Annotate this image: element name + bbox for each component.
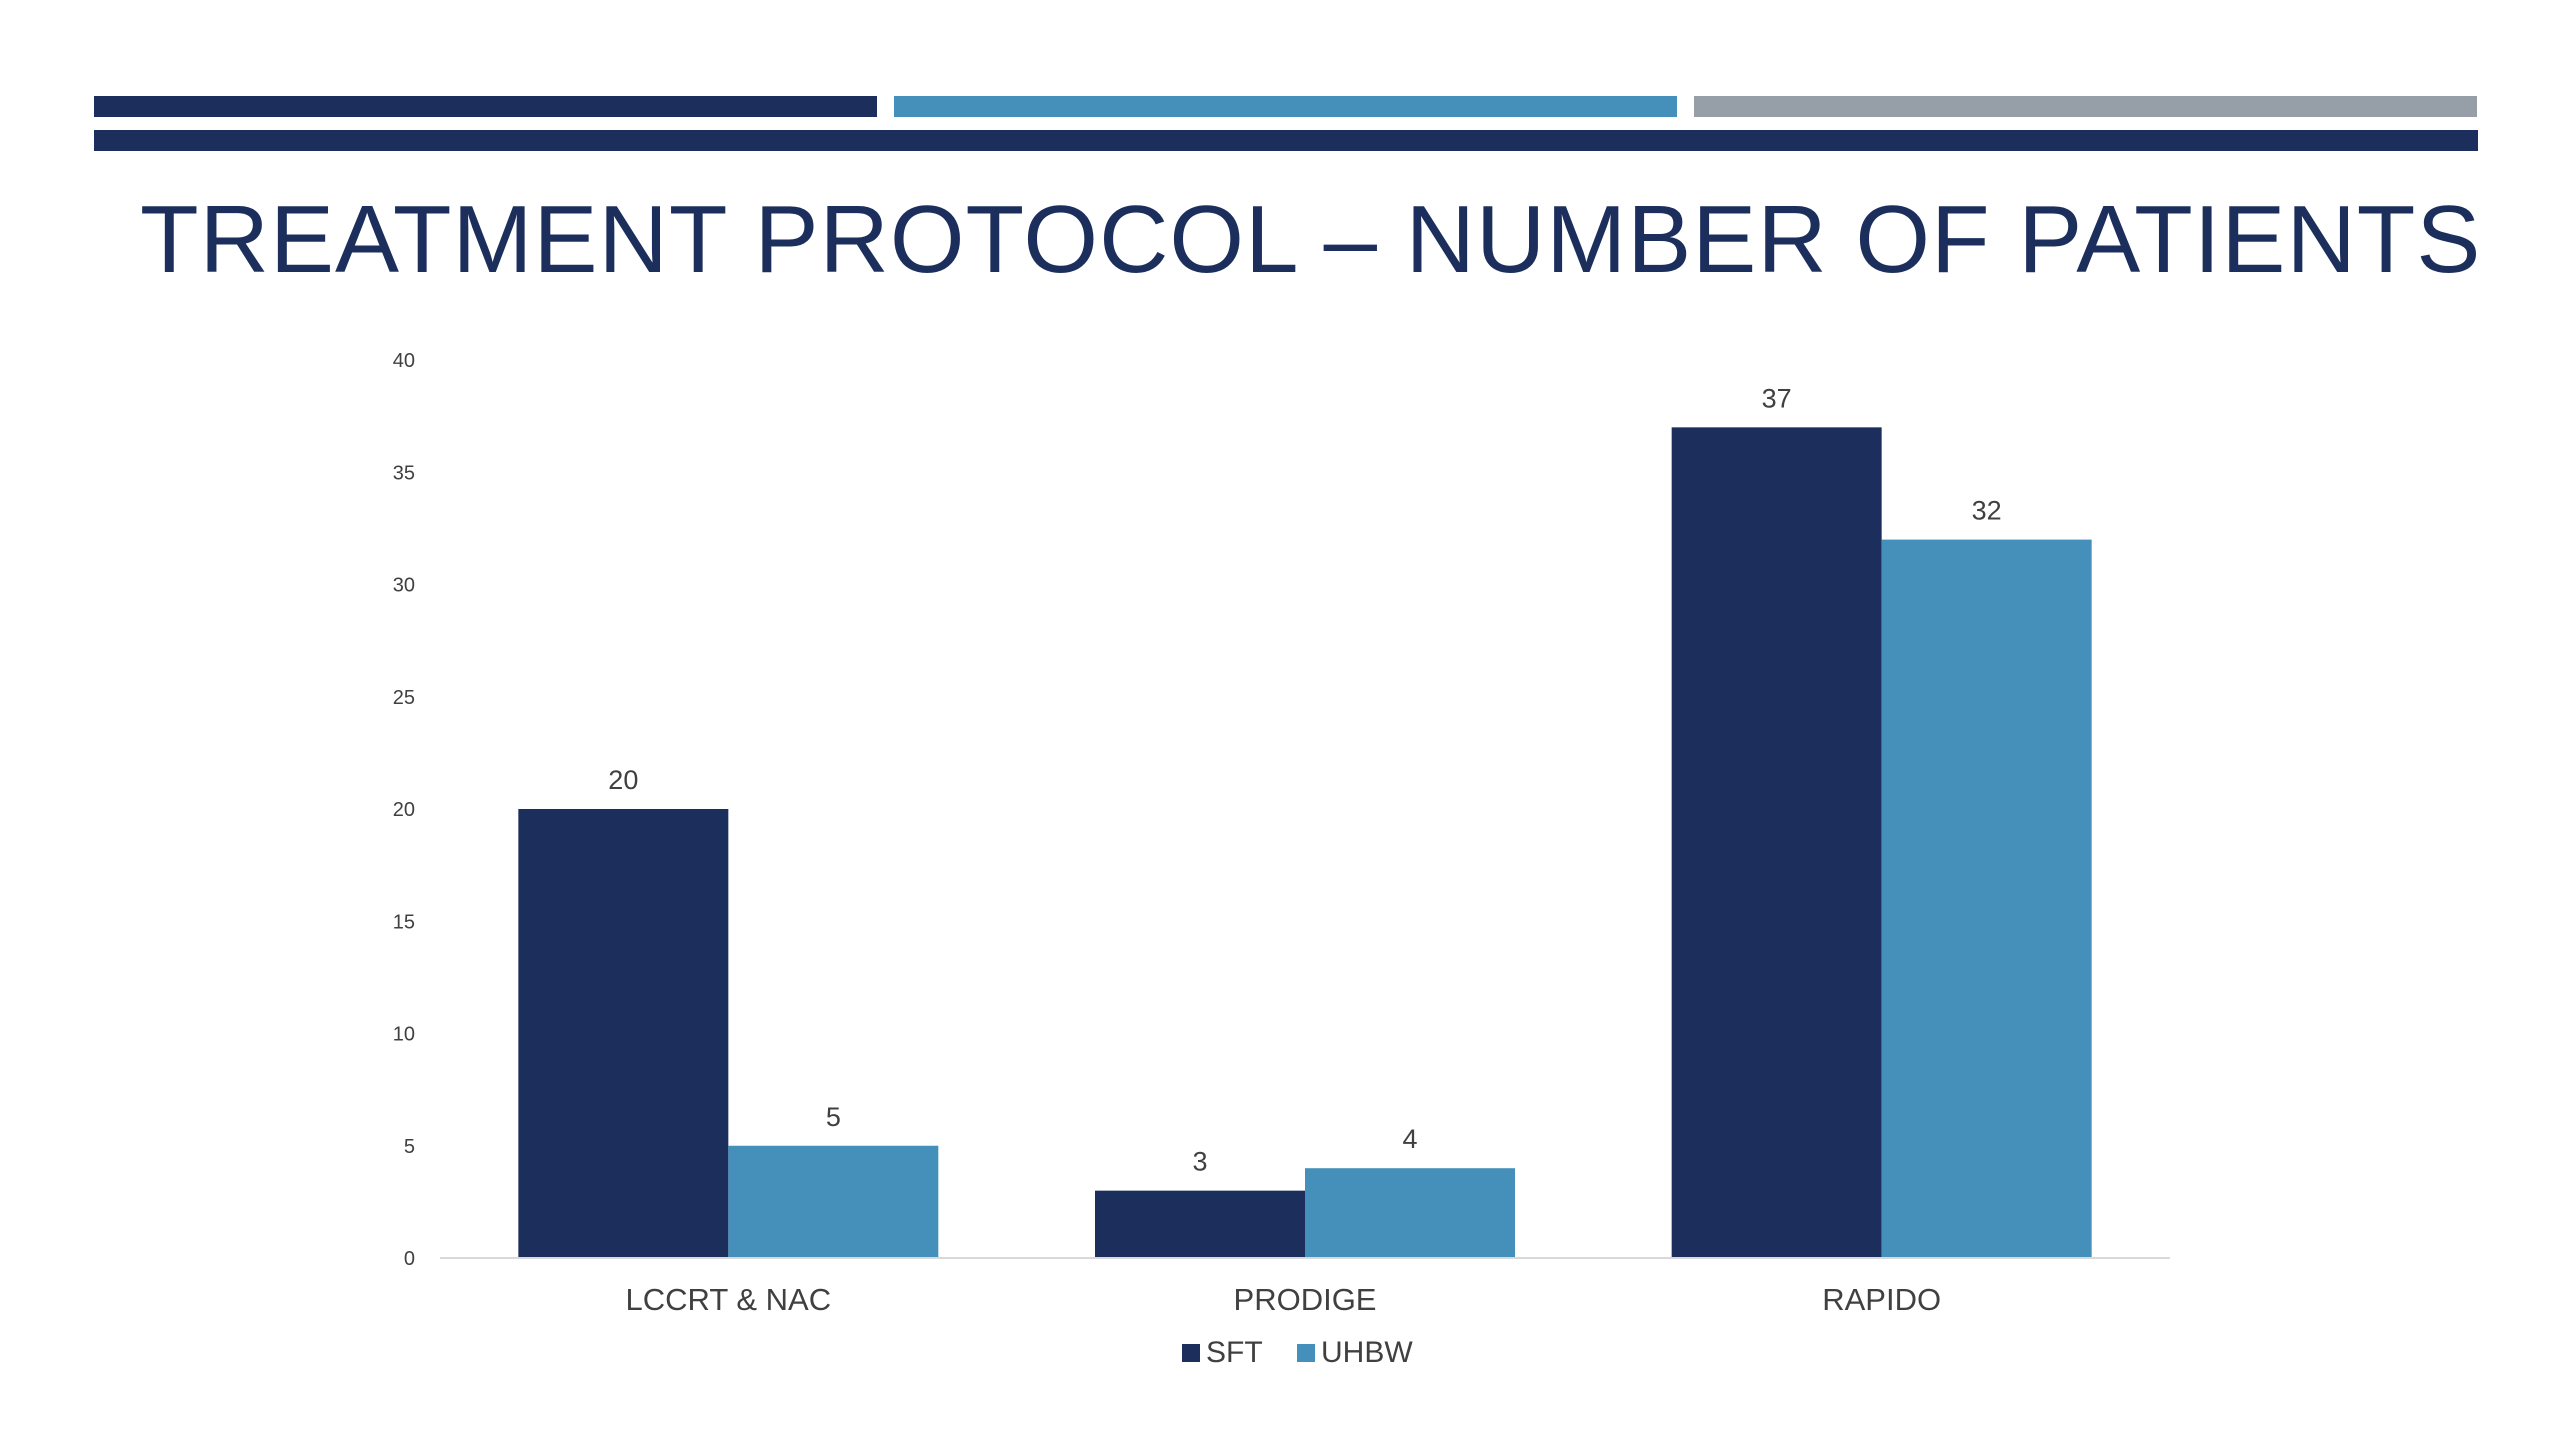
bar-sft: [1671, 427, 1882, 1259]
bars: [518, 427, 2092, 1259]
x-axis: LCCRT & NAC PRODIGE RAPIDO: [440, 1257, 2170, 1317]
y-tick-label: 25: [393, 687, 415, 709]
y-axis: 0 5 10 15 20 25 30 35 40: [393, 350, 415, 1270]
y-tick-label: 15: [393, 911, 415, 933]
legend-swatch: [1182, 1344, 1200, 1362]
slide-title: TREATMENT PROTOCOL – NUMBER OF PATIENTS: [140, 186, 2482, 293]
legend-swatch: [1297, 1344, 1315, 1362]
data-labels: 20 5 3 4 37 32: [608, 383, 2001, 1176]
x-tick-label: PRODIGE: [1234, 1282, 1377, 1317]
y-tick-label: 0: [404, 1248, 415, 1270]
y-tick-label: 35: [393, 462, 415, 484]
header-strip-navy: [94, 96, 877, 117]
legend: SFT UHBW: [1182, 1336, 1413, 1369]
data-label: 32: [1972, 496, 2002, 526]
data-label: 5: [826, 1102, 841, 1132]
bar-uhbw: [1305, 1168, 1515, 1258]
y-tick-label: 10: [393, 1024, 415, 1046]
legend-label: UHBW: [1321, 1336, 1413, 1369]
data-label: 20: [608, 765, 638, 795]
x-tick-label: LCCRT & NAC: [626, 1282, 832, 1317]
header-strip-blue: [894, 96, 1677, 117]
x-tick-label: RAPIDO: [1822, 1282, 1941, 1317]
y-tick-label: 5: [404, 1136, 415, 1158]
bar-sft: [518, 809, 729, 1258]
y-tick-label: 40: [393, 350, 415, 372]
bar-uhbw: [1881, 539, 2092, 1258]
header-strip-full: [94, 130, 2478, 151]
data-label: 3: [1192, 1147, 1207, 1177]
data-label: 4: [1402, 1124, 1417, 1154]
data-label: 37: [1762, 383, 1792, 413]
bar-sft: [1095, 1190, 1305, 1258]
y-tick-label: 30: [393, 575, 415, 597]
legend-label: SFT: [1206, 1336, 1263, 1369]
y-tick-label: 20: [393, 799, 415, 821]
bar-uhbw: [728, 1145, 939, 1258]
header-strip-gray: [1694, 96, 2477, 117]
